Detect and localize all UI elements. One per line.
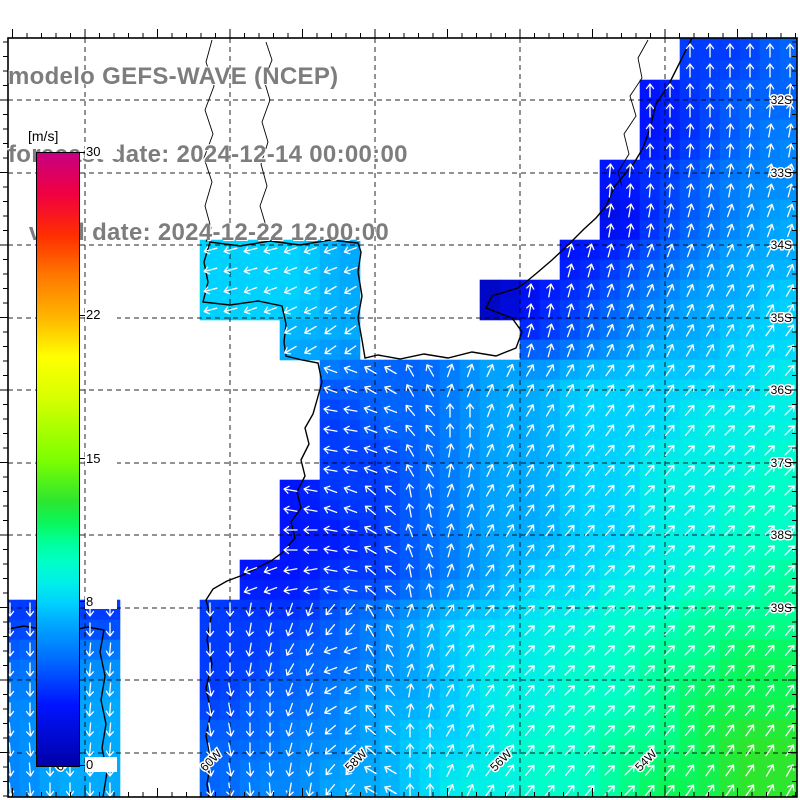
lat-labels: 32S 33S 34S 35S 36S 37S 38S 39S (769, 92, 793, 617)
map-frame (0, 29, 798, 798)
colorbar-tick-label: 30 (85, 144, 117, 159)
colorbar-tick-mark (79, 458, 85, 459)
model-title: modelo GEFS-WAVE (NCEP) (8, 63, 339, 90)
colorbar-tick-mark (79, 314, 85, 316)
lat-label: 33S (771, 166, 792, 180)
colorbar-tick-mark (79, 151, 85, 153)
lat-label: 35S (771, 311, 792, 325)
colorbar-units-label: [m/s] (26, 128, 61, 144)
colorbar-tick-label: 8 (85, 593, 117, 609)
lat-label: 39S (771, 601, 792, 615)
lat-label: 38S (771, 528, 792, 542)
lat-label: 32S (771, 93, 792, 107)
lat-label: 36S (771, 383, 792, 397)
lat-label: 34S (771, 238, 792, 252)
colorbar-tick-mark (79, 601, 85, 603)
lat-label: 37S (771, 456, 792, 470)
colorbar-tick-mark (79, 764, 85, 766)
colorbar-gradient (36, 152, 80, 767)
wind-direction-arrows (8, 43, 795, 797)
colorbar-tick-label: 22 (85, 307, 117, 323)
colorbar-tick-label: 0 (85, 757, 117, 772)
colorbar-tick-label: 15 (85, 450, 117, 466)
